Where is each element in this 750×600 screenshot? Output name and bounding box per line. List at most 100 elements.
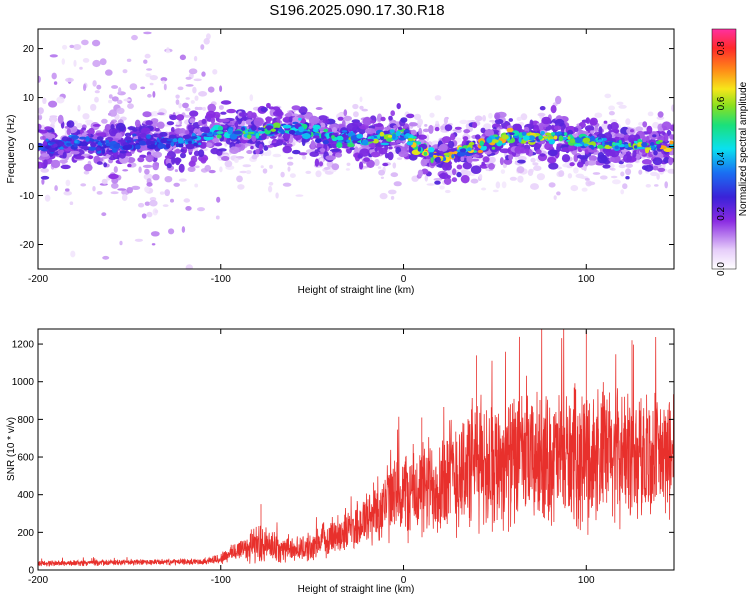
heatmap-cell [140, 86, 146, 90]
heatmap-cell [170, 198, 174, 203]
heatmap-cell [541, 116, 552, 125]
heatmap-cell [545, 132, 552, 136]
heatmap-cell [361, 108, 369, 112]
heatmap-cell [589, 117, 598, 126]
heatmap-cell [380, 142, 390, 146]
heatmap-cell [116, 107, 125, 115]
heatmap-cell [255, 132, 260, 139]
heatmap-cell [79, 136, 87, 140]
heatmap-cell [501, 134, 509, 140]
heatmap-cell [486, 137, 493, 144]
heatmap-cell [298, 152, 308, 156]
heatmap-cell [81, 39, 89, 46]
heatmap-cell [564, 132, 568, 136]
heatmap-cell [144, 201, 151, 206]
heatmap-cell [438, 143, 448, 152]
heatmap-cell [590, 130, 594, 134]
heatmap-cell [146, 182, 153, 187]
heatmap-cell [472, 122, 478, 129]
heatmap-cell [413, 113, 422, 121]
heatmap-cell [141, 213, 147, 219]
heatmap-cell [495, 181, 501, 189]
heatmap-cell [405, 133, 411, 137]
heatmap-cell [547, 149, 558, 157]
heatmap-cell [138, 202, 145, 208]
heatmap-cell [359, 105, 364, 110]
heatmap-cell [482, 115, 486, 122]
heatmap-cell [275, 192, 279, 199]
heatmap-cell [374, 158, 380, 167]
heatmap-cell [657, 143, 662, 149]
heatmap-cell [144, 168, 150, 175]
heatmap-cell [426, 183, 436, 186]
heatmap-cell [499, 157, 504, 166]
heatmap-cell [426, 134, 430, 142]
heatmap-cell [188, 68, 198, 75]
heatmap-cell [379, 192, 388, 200]
heatmap-cell [134, 238, 143, 242]
heatmap-y-axis-label: Frequency (Hz) [6, 115, 17, 184]
heatmap-cell [392, 133, 396, 140]
heatmap-cell [500, 169, 506, 175]
heatmap-cell [372, 138, 379, 144]
heatmap-cell [65, 77, 74, 83]
heatmap-cell [145, 73, 152, 78]
heatmap-cell [178, 178, 187, 182]
heatmap-cell [346, 162, 351, 166]
heatmap-cell [489, 119, 496, 123]
heatmap-cell [88, 146, 96, 151]
heatmap-cell [556, 191, 561, 196]
heatmap-cell [137, 156, 145, 163]
heatmap-cell [590, 135, 595, 141]
heatmap-cell [253, 117, 264, 127]
heatmap-cell [179, 54, 186, 61]
heatmap-cell [444, 124, 453, 132]
heatmap-cell [193, 142, 198, 147]
heatmap-cell [490, 139, 499, 144]
heatmap-cell [44, 194, 51, 202]
heatmap-cell [239, 170, 248, 174]
heatmap-cell [287, 161, 294, 166]
heatmap-cell [653, 150, 658, 156]
heatmap-cell [454, 126, 462, 130]
heatmap-cell [198, 142, 202, 146]
x-tick-label: 100 [578, 575, 595, 586]
heatmap-cell [620, 189, 625, 195]
heatmap-cell [568, 144, 575, 152]
heatmap-cell [302, 155, 307, 160]
heatmap-cell [298, 126, 305, 133]
y-tick-label: -10 [20, 191, 35, 202]
heatmap-cell [359, 148, 370, 157]
heatmap-cell [527, 169, 534, 176]
heatmap-cell [614, 133, 625, 138]
heatmap-cell [548, 136, 554, 139]
heatmap-cell [110, 124, 115, 130]
heatmap-cell [366, 159, 375, 168]
heatmap-cell [529, 119, 534, 128]
heatmap-cell [533, 124, 539, 128]
heatmap-cell [174, 157, 181, 166]
heatmap-cell [108, 94, 113, 99]
heatmap-cell [82, 58, 90, 63]
heatmap-cell [38, 115, 43, 121]
heatmap-cell [599, 175, 608, 180]
heatmap-cell [272, 153, 282, 158]
heatmap-cell [467, 147, 472, 152]
heatmap-cell [203, 38, 210, 45]
chart-title: S196.2025.090.17.30.R18 [269, 2, 445, 19]
heatmap-cell [268, 185, 273, 193]
heatmap-cell [101, 148, 106, 155]
heatmap-cell [62, 44, 68, 50]
heatmap-cell [53, 81, 58, 85]
heatmap-cell [266, 102, 271, 109]
heatmap-cell [164, 155, 171, 159]
heatmap-cell [398, 150, 409, 158]
heatmap-cell [308, 115, 320, 125]
heatmap-cell [276, 139, 284, 146]
heatmap-cell [334, 152, 343, 158]
heatmap-cell [336, 135, 344, 141]
heatmap-cell [122, 169, 129, 172]
heatmap-cell [607, 124, 613, 131]
heatmap-cell [234, 122, 239, 128]
